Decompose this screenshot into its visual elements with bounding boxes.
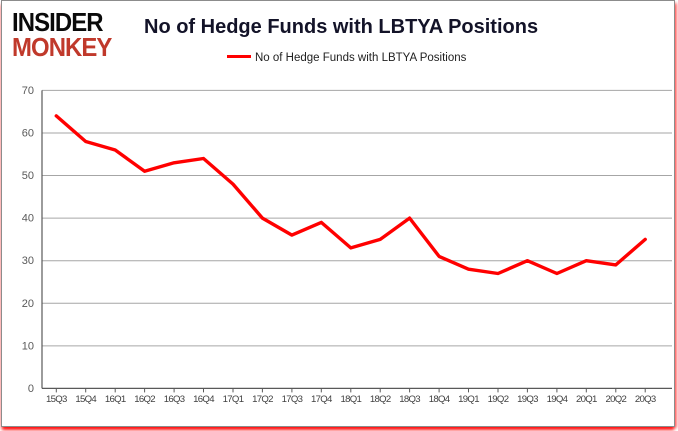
svg-text:16Q1: 16Q1 (105, 394, 126, 405)
svg-text:18Q2: 18Q2 (370, 394, 391, 405)
svg-text:30: 30 (22, 255, 34, 267)
svg-text:20Q1: 20Q1 (576, 394, 597, 405)
svg-text:20Q3: 20Q3 (635, 394, 656, 405)
svg-text:0: 0 (28, 383, 34, 395)
svg-text:19Q4: 19Q4 (547, 394, 569, 405)
svg-text:50: 50 (22, 170, 34, 182)
svg-text:19Q2: 19Q2 (488, 394, 509, 405)
svg-text:18Q4: 18Q4 (429, 394, 451, 405)
svg-text:18Q3: 18Q3 (399, 394, 420, 405)
svg-text:17Q4: 17Q4 (311, 394, 333, 405)
svg-text:17Q2: 17Q2 (252, 394, 273, 405)
svg-text:18Q1: 18Q1 (340, 394, 361, 405)
svg-text:19Q1: 19Q1 (458, 394, 479, 405)
svg-text:16Q2: 16Q2 (134, 394, 155, 405)
svg-text:15Q4: 15Q4 (75, 394, 97, 405)
svg-text:16Q4: 16Q4 (193, 394, 215, 405)
svg-text:10: 10 (22, 341, 34, 353)
svg-text:16Q3: 16Q3 (164, 394, 185, 405)
svg-text:19Q3: 19Q3 (517, 394, 538, 405)
svg-text:17Q3: 17Q3 (282, 394, 303, 405)
svg-text:70: 70 (22, 85, 34, 97)
svg-text:20Q2: 20Q2 (605, 394, 626, 405)
svg-text:60: 60 (22, 128, 34, 140)
svg-text:20: 20 (22, 298, 34, 310)
svg-text:15Q3: 15Q3 (46, 394, 67, 405)
svg-text:17Q1: 17Q1 (223, 394, 244, 405)
svg-text:40: 40 (22, 213, 34, 225)
